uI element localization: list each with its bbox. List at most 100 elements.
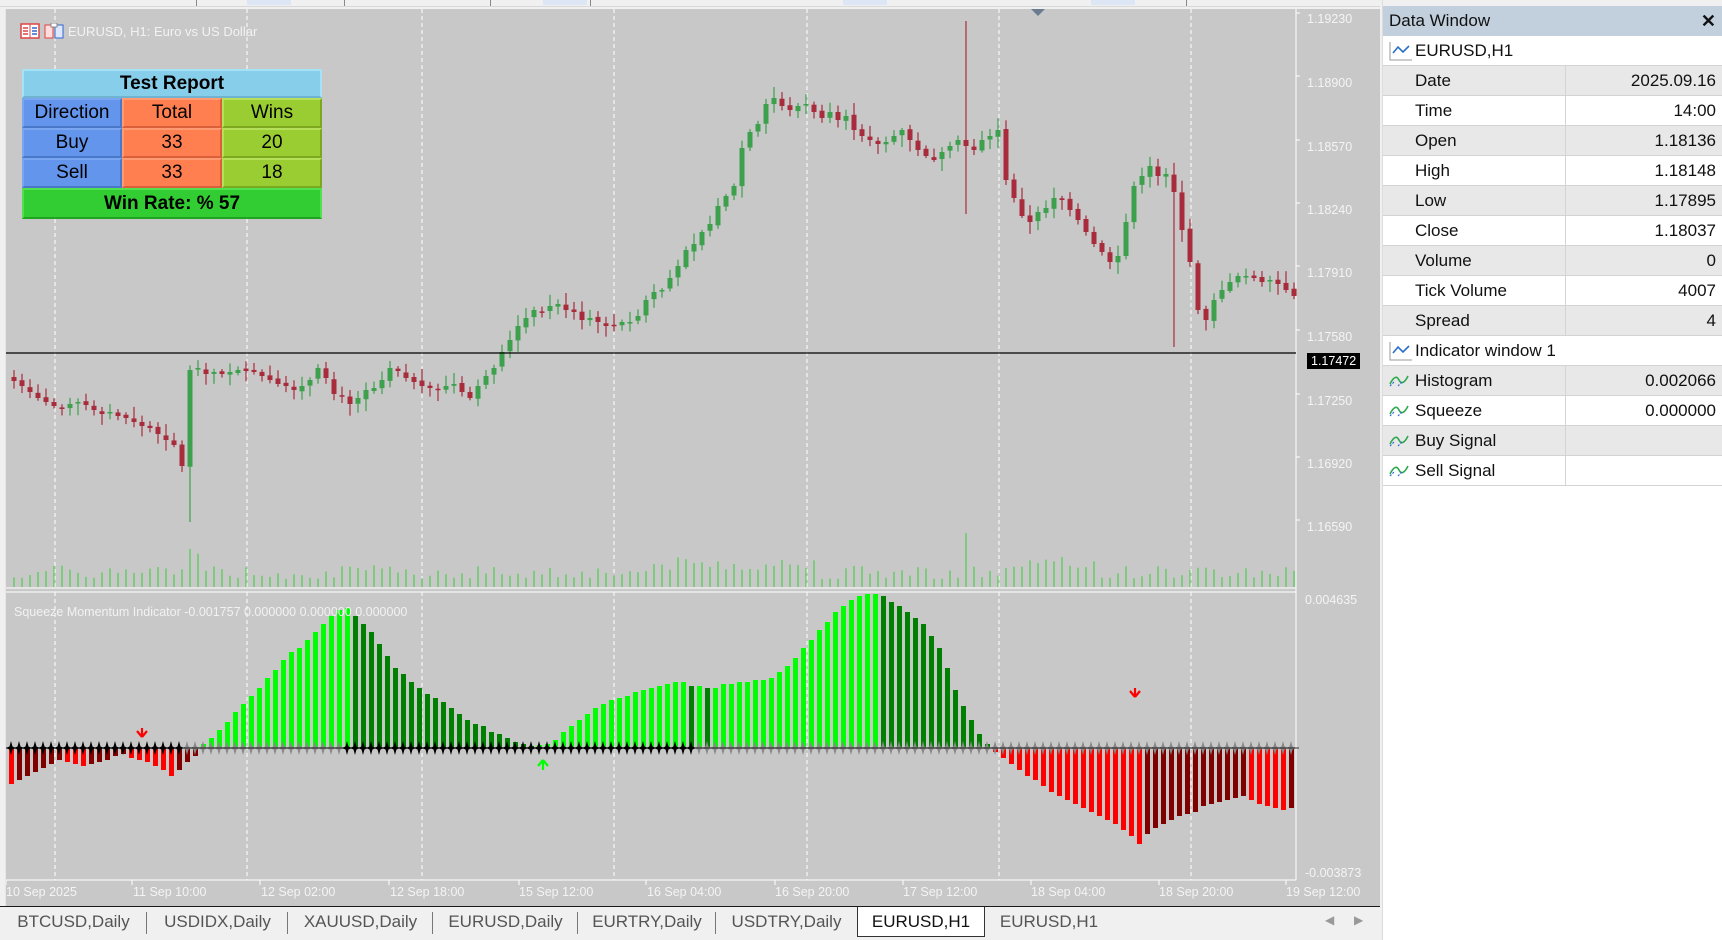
price-tick: 1.18900 [1307,76,1353,90]
data-row-close: Close 1.18037 [1383,216,1722,246]
indicator-axis-max: 0.004635 [1305,593,1358,607]
indicator-row-label: Histogram [1383,366,1566,395]
chart-line-icon [1389,41,1412,60]
data-row-time: Time 14:00 [1383,96,1722,126]
data-row-tick-volume: Tick Volume 4007 [1383,276,1722,306]
tab-eurusd-h1-active[interactable]: EURUSD,H1 [857,907,985,937]
time-tick: 18 Sep 20:00 [1159,885,1234,899]
chart-title: EURUSD, H1: Euro vs US Dollar [20,23,257,39]
data-row-label: Time [1383,96,1566,125]
time-tick: 12 Sep 02:00 [261,885,336,899]
indicator-row-value: 0.002066 [1645,371,1716,390]
tabs-scroll-left-icon[interactable]: ◀ [1325,913,1335,927]
indicator-row-buy-signal: Buy Signal [1383,426,1722,456]
data-row-value: 1.18136 [1654,131,1716,150]
data-row-value: 1.18037 [1654,221,1716,240]
time-tick: 18 Sep 04:00 [1031,885,1106,899]
data-row-value: 0 [1706,251,1716,270]
indicator-section[interactable]: Indicator window 1 [1383,336,1722,366]
chart-canvas[interactable] [6,9,1381,906]
tab-usdidx-daily[interactable]: USDIDX,Daily [147,907,288,937]
expert-advisor-icon[interactable] [44,23,64,39]
data-row-value: 2025.09.16 [1630,71,1716,90]
chart-symbol-label: EURUSD, H1: Euro vs US Dollar [68,23,258,39]
price-tick: 1.17910 [1307,266,1353,280]
time-tick: 19 Sep 12:00 [1286,885,1361,899]
indicator-row-value: 0.000000 [1645,401,1716,420]
data-row-value: 14:00 [1673,101,1716,120]
test-report-header-row: Direction Total Wins [22,98,322,128]
indicator-axis-min: -0.003873 [1305,866,1362,880]
indicator-row-value [1566,426,1722,455]
data-row-label: Volume [1383,246,1566,275]
toolbar-strip [0,0,1380,7]
price-tick: 1.16590 [1307,520,1353,534]
tab-eurusd-h1[interactable]: EURUSD,H1 [999,912,1099,931]
data-row-label: Spread [1383,306,1566,335]
time-tick: 11 Sep 10:00 [133,885,207,899]
one-click-trading-icon[interactable] [20,23,40,39]
price-tick: 1.17580 [1307,330,1353,344]
close-icon[interactable]: ✕ [1700,10,1716,31]
indicator-row-histogram: Histogram 0.002066 [1383,366,1722,396]
buy-direction: Buy [22,128,122,158]
indicator-label: Squeeze Momentum Indicator -0.001757 0.0… [14,605,408,619]
header-direction: Direction [22,98,122,128]
tab-eurtry-daily[interactable]: EURTRY,Daily [578,907,716,937]
time-tick: 17 Sep 12:00 [903,885,978,899]
time-tick: 15 Sep 12:00 [519,885,594,899]
data-row-date: Date 2025.09.16 [1383,66,1722,96]
test-report-title: Test Report [22,69,322,98]
tab-usdtry-daily[interactable]: USDTRY,Daily [731,912,842,931]
indicator-row-label: Squeeze [1383,396,1566,425]
buy-total: 33 [122,128,222,158]
symbol-section-label: EURUSD,H1 [1415,40,1514,60]
indicator-buffer-icon [1389,465,1409,477]
data-row-label: Tick Volume [1383,276,1566,305]
test-report-row-sell: Sell 33 18 [22,158,322,188]
data-row-value: 1.18148 [1654,161,1716,180]
tab-eurusd-daily[interactable]: EURUSD,Daily [433,907,578,937]
indicator-row-label: Buy Signal [1383,426,1566,455]
data-row-label: Open [1383,126,1566,155]
indicator-buffer-icon [1389,435,1409,447]
indicator-row-label: Sell Signal [1383,456,1566,485]
chart-line-icon [1389,341,1412,360]
price-tick: 1.18570 [1307,140,1353,154]
test-report-panel: Test Report Direction Total Wins Buy 33 … [22,69,322,219]
data-window-panel: Data Window ✕ EURUSD,H1 Date 2025.09.16 Ti… [1382,0,1722,940]
indicator-row-sell-signal: Sell Signal [1383,456,1722,486]
tab-xauusd-daily[interactable]: XAUUSD,Daily [288,907,433,937]
tab-btcusd-daily[interactable]: BTCUSD,Daily [0,907,147,937]
data-row-value: 4007 [1678,281,1716,300]
indicator-buffer-icon [1389,375,1409,387]
data-row-label: Low [1383,186,1566,215]
data-row-label: Date [1383,66,1566,95]
tabs-scroll-right-icon[interactable]: ▶ [1354,913,1364,927]
symbol-section[interactable]: EURUSD,H1 [1383,36,1722,66]
data-row-low: Low 1.17895 [1383,186,1722,216]
chart-area[interactable]: EURUSD, H1: Euro vs US Dollar Test Repor… [5,9,1380,906]
indicator-section-label: Indicator window 1 [1415,340,1556,360]
data-row-value: 4 [1706,311,1716,330]
win-rate: Win Rate: % 57 [22,188,322,219]
chart-tabs: BTCUSD,Daily USDIDX,Daily XAUUSD,Daily E… [0,906,1380,940]
price-tick: 1.16920 [1307,457,1353,471]
buy-wins: 20 [222,128,322,158]
indicator-buffer-icon [1389,405,1409,417]
data-window-title: Data Window [1389,11,1491,30]
indicator-row-value [1566,456,1722,485]
test-report-row-buy: Buy 33 20 [22,128,322,158]
data-row-open: Open 1.18136 [1383,126,1722,156]
price-tick: 1.17250 [1307,394,1353,408]
time-tick: 12 Sep 18:00 [390,885,465,899]
data-row-value: 1.17895 [1654,191,1716,210]
data-row-high: High 1.18148 [1383,156,1722,186]
header-wins: Wins [222,98,322,128]
time-tick: 16 Sep 20:00 [775,885,850,899]
time-tick: 10 Sep 2025 [6,885,77,899]
data-row-label: Close [1383,216,1566,245]
data-row-spread: Spread 4 [1383,306,1722,336]
current-price-label: 1.17472 [1307,353,1361,369]
